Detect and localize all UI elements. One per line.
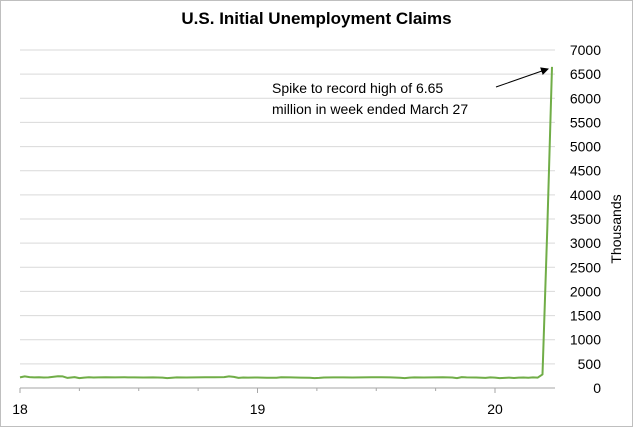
y-axis-ticks: 0 500 1000 1500 2000 2500 3000 3500 4000 4500 5000… [570, 42, 601, 396]
y-tick-label: 5000 [570, 139, 601, 155]
y-tick-label: 4000 [570, 187, 601, 203]
y-axis-label: Thousands [608, 194, 624, 263]
plot-area [19, 66, 553, 380]
y-tick-label: 5500 [570, 114, 601, 130]
y-tick-label: 2500 [570, 259, 601, 275]
series-line [19, 66, 553, 380]
y-tick-label: 4500 [570, 163, 601, 179]
y-tick-label: 1500 [570, 308, 601, 324]
y-tick-label: 1000 [570, 332, 601, 348]
x-axis: 18 19 20 [12, 387, 555, 417]
gridlines [20, 49, 555, 365]
y-tick-label: 6000 [570, 90, 601, 106]
annotation-text: Spike to record high of 6.65 million in … [272, 78, 502, 120]
annotation-arrow [495, 67, 549, 88]
chart-title: U.S. Initial Unemployment Claims [181, 9, 452, 28]
y-tick-label: 500 [578, 356, 602, 372]
annotation-line-1: Spike to record high of 6.65 [272, 80, 444, 96]
y-tick-label: 7000 [570, 42, 601, 58]
y-tick-label: 6500 [570, 66, 601, 82]
x-tick-label: 20 [487, 401, 503, 417]
annotation-line-2: million in week ended March 27 [272, 101, 469, 117]
y-tick-label: 3000 [570, 235, 601, 251]
y-tick-label: 2000 [570, 283, 601, 299]
x-tick-label: 19 [250, 401, 266, 417]
y-tick-label: 3500 [570, 211, 601, 227]
annotation-line [495, 67, 549, 88]
y-tick-label: 0 [593, 380, 601, 396]
x-tick-label: 18 [12, 401, 28, 417]
